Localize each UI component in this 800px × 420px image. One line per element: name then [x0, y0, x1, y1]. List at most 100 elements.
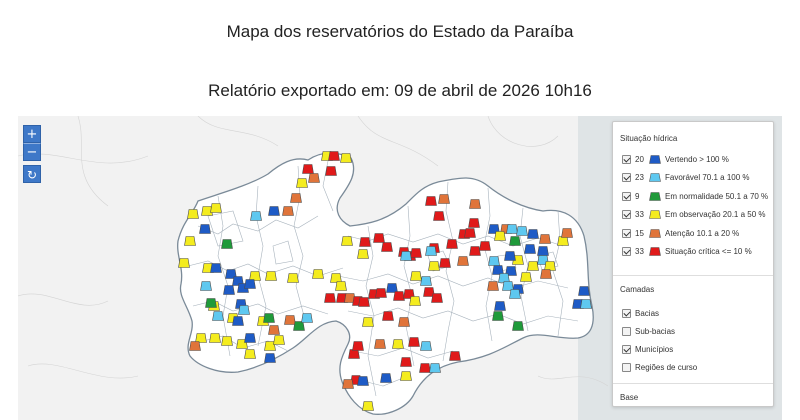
reservoir-marker[interactable] [249, 271, 261, 281]
reservoir-marker[interactable] [325, 166, 337, 176]
reservoir-marker[interactable] [178, 258, 190, 268]
reservoir-marker[interactable] [408, 337, 420, 347]
layer-checkbox[interactable] [622, 362, 631, 372]
reservoir-marker[interactable] [469, 246, 481, 256]
legend-checkbox[interactable] [622, 247, 631, 256]
reservoir-marker[interactable] [296, 178, 308, 188]
reservoir-marker[interactable] [468, 218, 480, 228]
reservoir-marker[interactable] [221, 239, 233, 249]
reservoir-marker[interactable] [410, 248, 422, 258]
reservoir-marker[interactable] [400, 251, 412, 261]
legend-checkbox[interactable] [622, 228, 631, 238]
reservoir-marker[interactable] [400, 357, 412, 367]
legend-situacao-item[interactable]: 33 Em observação 20.1 a 50 % [622, 209, 766, 221]
reservoir-marker[interactable] [189, 341, 201, 351]
legend-layer-item[interactable]: Bacias [622, 307, 659, 319]
reservoir-marker[interactable] [509, 289, 521, 299]
reservoir-marker[interactable] [357, 376, 369, 386]
reservoir-marker[interactable] [282, 206, 294, 216]
reservoir-marker[interactable] [516, 226, 528, 236]
reservoir-marker[interactable] [362, 401, 374, 411]
reservoir-marker[interactable] [431, 293, 443, 303]
reservoir-marker[interactable] [268, 206, 280, 216]
reservoir-marker[interactable] [498, 273, 510, 283]
reservoir-marker[interactable] [506, 224, 518, 234]
reservoir-markers[interactable] [178, 151, 592, 411]
reservoir-marker[interactable] [509, 236, 521, 246]
reset-view-button[interactable]: ↻ [23, 165, 41, 183]
map[interactable]: + − ↻ Situação hídrica 20 Vertendo > 100 … [18, 116, 782, 420]
reservoir-marker[interactable] [201, 206, 213, 216]
reservoir-marker[interactable] [290, 193, 302, 203]
reservoir-marker[interactable] [439, 258, 451, 268]
reservoir-marker[interactable] [400, 371, 412, 381]
reservoir-marker[interactable] [244, 349, 256, 359]
reservoir-marker[interactable] [375, 288, 387, 298]
reservoir-marker[interactable] [433, 211, 445, 221]
reservoir-marker[interactable] [382, 311, 394, 321]
reservoir-marker[interactable] [425, 246, 437, 256]
reservoir-marker[interactable] [381, 242, 393, 252]
reservoir-marker[interactable] [457, 256, 469, 266]
reservoir-marker[interactable] [210, 203, 222, 213]
reservoir-marker[interactable] [419, 363, 431, 373]
reservoir-marker[interactable] [446, 239, 458, 249]
legend-layer-item[interactable]: Municípios [622, 343, 673, 355]
reservoir-marker[interactable] [357, 249, 369, 259]
reservoir-marker[interactable] [205, 298, 217, 308]
reservoir-marker[interactable] [232, 316, 244, 326]
reservoir-marker[interactable] [392, 339, 404, 349]
reservoir-marker[interactable] [244, 333, 256, 343]
reservoir-marker[interactable] [293, 321, 305, 331]
reservoir-marker[interactable] [420, 341, 432, 351]
reservoir-marker[interactable] [287, 273, 299, 283]
reservoir-marker[interactable] [409, 296, 421, 306]
reservoir-marker[interactable] [273, 335, 285, 345]
reservoir-marker[interactable] [578, 286, 590, 296]
layer-checkbox[interactable] [622, 326, 631, 336]
reservoir-marker[interactable] [544, 261, 556, 271]
reservoir-marker[interactable] [221, 336, 233, 346]
legend-checkbox[interactable] [622, 210, 631, 219]
reservoir-marker[interactable] [308, 173, 320, 183]
reservoir-marker[interactable] [479, 241, 491, 251]
reservoir-marker[interactable] [359, 237, 371, 247]
reservoir-marker[interactable] [398, 317, 410, 327]
reservoir-marker[interactable] [340, 153, 352, 163]
reservoir-marker[interactable] [425, 196, 437, 206]
reservoir-marker[interactable] [449, 351, 461, 361]
layer-checkbox[interactable] [622, 308, 631, 318]
legend-situacao-item[interactable]: 23 Favorável 70.1 a 100 % [622, 172, 750, 184]
reservoir-marker[interactable] [210, 263, 222, 273]
reservoir-marker[interactable] [561, 228, 573, 238]
reservoir-marker[interactable] [312, 269, 324, 279]
reservoir-marker[interactable] [302, 164, 314, 174]
reservoir-marker[interactable] [380, 373, 392, 383]
reservoir-marker[interactable] [324, 293, 336, 303]
reservoir-marker[interactable] [265, 271, 277, 281]
reservoir-marker[interactable] [492, 265, 504, 275]
reservoir-marker[interactable] [348, 349, 360, 359]
reservoir-marker[interactable] [373, 233, 385, 243]
reservoir-marker[interactable] [250, 211, 262, 221]
reservoir-marker[interactable] [212, 311, 224, 321]
reservoir-marker[interactable] [537, 246, 549, 256]
reservoir-marker[interactable] [410, 271, 422, 281]
reservoir-marker[interactable] [520, 272, 532, 282]
legend-checkbox[interactable] [622, 154, 631, 164]
reservoir-marker[interactable] [527, 261, 539, 271]
reservoir-marker[interactable] [238, 305, 250, 315]
reservoir-marker[interactable] [393, 291, 405, 301]
reservoir-marker[interactable] [200, 281, 212, 291]
legend-checkbox[interactable] [622, 191, 631, 201]
reservoir-marker[interactable] [268, 325, 280, 335]
reservoir-marker[interactable] [487, 281, 499, 291]
zoom-out-button[interactable]: − [23, 143, 41, 161]
legend-checkbox[interactable] [622, 173, 631, 182]
reservoir-marker[interactable] [244, 279, 256, 289]
reservoir-marker[interactable] [492, 311, 504, 321]
reservoir-marker[interactable] [469, 199, 481, 209]
reservoir-marker[interactable] [184, 236, 196, 246]
layer-checkbox[interactable] [622, 344, 631, 354]
legend-situacao-item[interactable]: 9 Em normalidade 50.1 a 70 % [622, 190, 768, 202]
